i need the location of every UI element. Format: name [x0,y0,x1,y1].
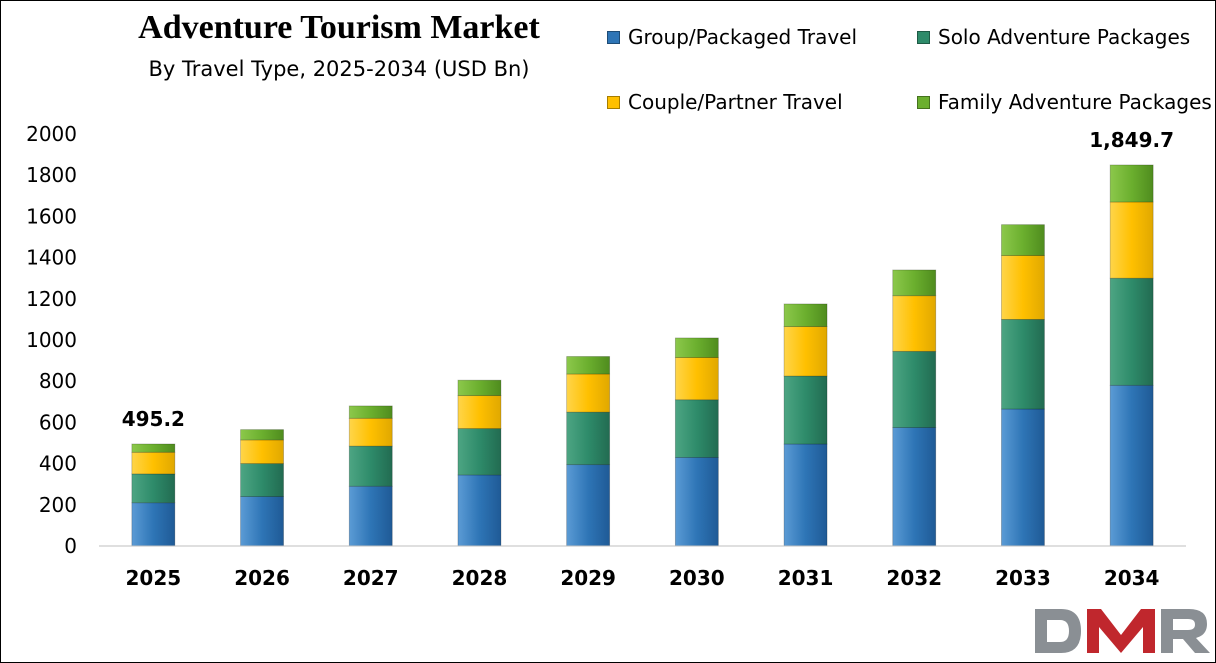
bar-segment-couple-2025 [131,451,176,475]
y-tick-label: 2000 [26,122,77,146]
bar-segment-group-2032 [892,427,937,547]
bar-segment-family-2034 [1109,164,1154,203]
chart-title: Adventure Tourism Market [138,9,540,46]
bar-segment-couple-2031 [783,326,828,377]
x-tick-label: 2032 [886,566,942,590]
x-tick-label: 2029 [560,566,616,590]
bar-segment-family-2028 [457,379,502,397]
x-tick-label: 2033 [995,566,1051,590]
legend-item-couple: Couple/Partner Travel [607,90,843,114]
y-tick-label: 1000 [26,328,77,352]
y-tick-label: 400 [39,452,77,476]
chart-subtitle: By Travel Type, 2025-2034 (USD Bn) [148,57,530,81]
y-tick-label: 800 [39,369,77,393]
bar-segment-group-2029 [566,464,611,547]
bar-segment-family-2030 [674,337,719,358]
bar-segment-group-2026 [240,496,284,547]
y-tick-label: 1600 [26,204,77,228]
bar-segment-group-2033 [1001,408,1045,547]
y-tick-label: 0 [64,534,77,558]
legend-label-family: Family Adventure Packages [938,90,1212,114]
bar-segment-family-2032 [892,269,937,297]
bar-segment-solo-2029 [566,411,611,466]
bar-segment-family-2025 [131,443,176,453]
bar-segment-group-2028 [457,474,502,547]
bar-segment-couple-2030 [674,357,719,401]
bar-segment-solo-2032 [892,350,937,428]
y-tick-label: 600 [39,410,77,434]
bar-segment-family-2026 [240,429,284,441]
bar-segment-couple-2027 [348,417,393,447]
legend-swatch-family [917,95,930,109]
bar-segment-family-2033 [1001,224,1045,256]
bar-segment-group-2034 [1109,384,1154,547]
y-tick-label: 200 [39,493,77,517]
legend-label-group: Group/Packaged Travel [628,25,858,49]
bar-segment-couple-2033 [1001,255,1045,320]
x-tick-label: 2034 [1104,566,1160,590]
legend-swatch-couple [607,95,620,109]
x-tick-label: 2031 [778,566,834,590]
bar-segment-solo-2025 [131,473,176,504]
bar-segment-group-2025 [131,502,176,547]
legend-item-group: Group/Packaged Travel [607,25,857,49]
x-tick-label: 2028 [452,566,508,590]
bar-segment-solo-2028 [457,428,502,476]
bar-segment-group-2030 [674,457,719,547]
legend-item-family: Family Adventure Packages [917,90,1212,114]
bar-segment-couple-2029 [566,373,611,413]
bar-segment-solo-2033 [1001,318,1045,410]
bar-segment-group-2027 [348,485,393,547]
legend-swatch-group [607,30,620,44]
bar-segment-solo-2034 [1109,277,1154,386]
legend-swatch-solo [917,30,930,44]
x-tick-label: 2030 [669,566,725,590]
x-tick-label: 2027 [343,566,399,590]
y-tick-label: 1400 [26,246,77,270]
y-tick-label: 1200 [26,287,77,311]
bar-segment-couple-2028 [457,395,502,429]
x-tick-label: 2026 [234,566,290,590]
bar-segment-family-2027 [348,405,393,419]
bar-segment-group-2031 [783,443,828,547]
legend-label-couple: Couple/Partner Travel [628,90,843,114]
bar-segment-solo-2026 [240,463,284,497]
bar-segment-solo-2031 [783,375,828,445]
bar-segment-couple-2026 [240,439,284,465]
x-tick-label: 2025 [126,566,182,590]
data-label-2025: 495.2 [122,407,185,431]
bar-segment-solo-2030 [674,399,719,458]
bar-segment-family-2029 [566,356,611,375]
legend-label-solo: Solo Adventure Packages [938,25,1191,49]
bar-segment-couple-2032 [892,295,937,352]
bar-segment-family-2031 [783,303,828,328]
data-label-2034: 1,849.7 [1089,128,1174,152]
dmr-logo [1035,609,1210,653]
bar-segment-couple-2034 [1109,201,1154,279]
bar-segment-solo-2027 [348,445,393,487]
legend-item-solo: Solo Adventure Packages [917,25,1190,49]
y-tick-label: 1800 [26,163,77,187]
